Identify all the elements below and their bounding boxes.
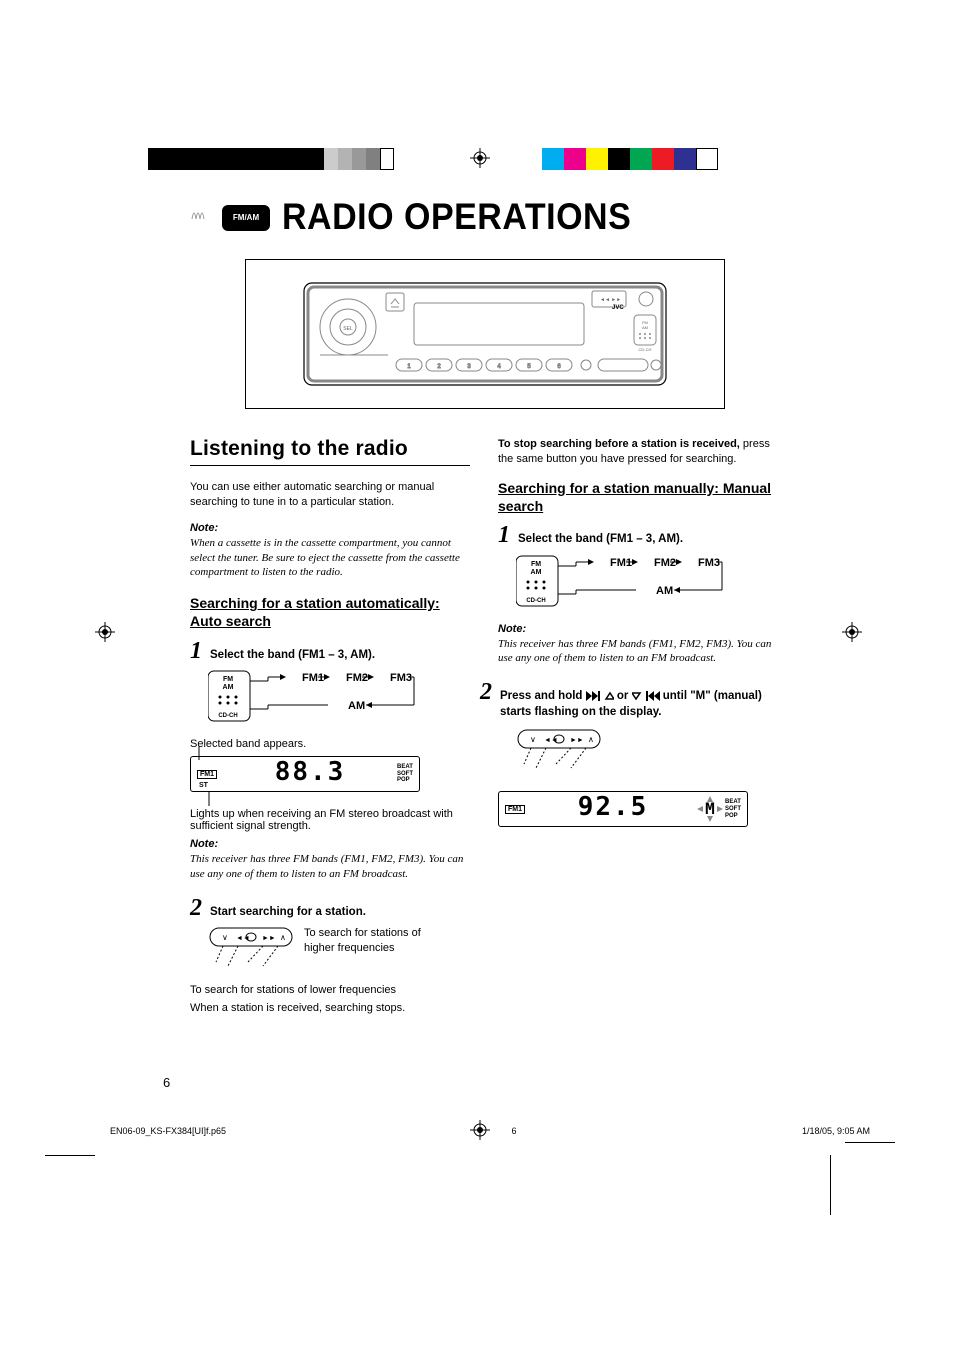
svg-text:FM1: FM1 — [610, 557, 632, 569]
step-number: 2 — [190, 896, 202, 920]
lcd-band: FM1 — [505, 805, 525, 814]
note-label: Note: — [498, 623, 778, 635]
search-button-figure: ∨ ◄◄ ►► ∧ — [516, 728, 778, 783]
svg-text:◄◄: ◄◄ — [544, 737, 558, 744]
step-text: Select the band (FM1 – 3, AM). — [518, 532, 683, 548]
svg-text:SEL: SEL — [343, 326, 353, 332]
svg-text:◄◄: ◄◄ — [236, 935, 250, 942]
intro-text: You can use either automatic searching o… — [190, 480, 470, 510]
registration-mark-icon — [470, 148, 490, 173]
svg-text:FM: FM — [223, 676, 233, 683]
svg-text:M: M — [705, 799, 715, 818]
svg-text:FM: FM — [531, 561, 541, 568]
page-number: 6 — [163, 1075, 170, 1090]
note-label: Note: — [190, 838, 470, 850]
band-cycle-diagram: FM AM CD-CH FM1 FM2 FM3 — [516, 554, 778, 615]
footer: EN06-09_KS-FX384[UI]f.p65 6 1/18/05, 9:0… — [110, 1126, 870, 1136]
lcd-frequency: 92.5 — [531, 791, 695, 827]
section-title: Listening to the radio — [190, 437, 470, 466]
lcd-band: FM1 — [197, 770, 217, 779]
page-title: RADIO OPERATIONS — [282, 196, 631, 239]
svg-text:∧: ∧ — [280, 933, 286, 942]
svg-text:∨: ∨ — [530, 735, 536, 744]
svg-text:AM: AM — [531, 569, 542, 576]
registration-mark-icon — [842, 622, 862, 647]
down-prev-icon — [632, 691, 660, 701]
received-text: When a station is received, searching st… — [190, 1002, 470, 1014]
crop-mark — [830, 1155, 831, 1215]
step-text: Select the band (FM1 – 3, AM). — [210, 648, 375, 664]
svg-text:FM1: FM1 — [302, 672, 324, 684]
svg-text:FM3: FM3 — [390, 672, 412, 684]
stop-searching-text: To stop searching before a station is re… — [498, 437, 778, 467]
svg-text:◄◄ ►►: ◄◄ ►► — [600, 297, 621, 303]
lcd-display: FM1 ST 88.3 BEAT SOFT POP — [190, 756, 420, 792]
fm-am-badge-icon: FM/AM — [222, 205, 270, 231]
step-number: 1 — [190, 639, 202, 663]
lcd-frequency: 88.3 — [223, 756, 397, 792]
registration-mark-icon — [95, 622, 115, 647]
svg-text:CD-CH: CD-CH — [218, 713, 237, 719]
selected-band-caption: Selected band appears. — [190, 738, 470, 750]
lcd-sound-tags: BEAT SOFT POP — [725, 799, 741, 819]
step-number: 1 — [498, 523, 510, 547]
radio-unit-figure: SEL ◄◄ ►► JVC FM AM CD-CH 1 2 3 4 — [245, 259, 725, 409]
svg-text:AM: AM — [656, 585, 673, 597]
bw-blocks — [148, 148, 324, 175]
note-text: When a cassette is in the cassette compa… — [190, 536, 470, 581]
crop-mark — [845, 1142, 895, 1143]
svg-text:FM2: FM2 — [346, 672, 368, 684]
auto-search-heading: Searching for a station automatically: A… — [190, 594, 470, 630]
lcd-display: FM1 92.5 M BEAT SOFT POP — [498, 791, 748, 827]
step-text: Start searching for a station. — [210, 905, 366, 921]
footer-filename: EN06-09_KS-FX384[UI]f.p65 — [110, 1126, 226, 1136]
svg-text:AM: AM — [642, 325, 648, 330]
footer-page: 6 — [512, 1126, 517, 1136]
svg-text:►►: ►► — [262, 935, 276, 942]
search-button-figure: ∨ ◄◄ ►► ∧ To search for stations of high… — [208, 926, 470, 976]
svg-text:AM: AM — [348, 700, 365, 712]
note-text: This receiver has three FM bands (FM1, F… — [190, 852, 470, 882]
manual-search-heading: Searching for a station manually: Manual… — [498, 479, 778, 515]
note-text: This receiver has three FM bands (FM1, F… — [498, 637, 778, 667]
grayscale-blocks — [324, 148, 394, 175]
stereo-caption: Lights up when receiving an FM stereo br… — [190, 808, 470, 832]
svg-text:88.3: 88.3 — [275, 757, 346, 784]
higher-freq-text: To search for stations of higher frequen… — [304, 926, 434, 976]
step-number: 2 — [480, 680, 492, 704]
svg-text:CD-CH: CD-CH — [639, 347, 652, 352]
flashing-m-icon: M — [695, 794, 725, 824]
pointer-line-icon — [204, 792, 214, 806]
note-label: Note: — [190, 522, 470, 534]
crop-mark — [45, 1155, 95, 1156]
lcd-stereo-indicator: ST — [199, 782, 208, 789]
svg-text:∧: ∧ — [588, 735, 594, 744]
step-text: Press and hold or until "M" (manual) sta… — [500, 689, 778, 720]
footer-date: 1/18/05, 9:05 AM — [802, 1126, 870, 1136]
svg-text:92.5: 92.5 — [578, 792, 649, 819]
color-blocks — [542, 148, 718, 175]
band-cycle-diagram: FM AM CD-CH FM1 FM2 FM3 — [208, 669, 470, 730]
next-up-icon — [586, 691, 614, 701]
svg-text:∨: ∨ — [222, 933, 228, 942]
svg-text:►►: ►► — [570, 737, 584, 744]
lcd-sound-tags: BEAT SOFT POP — [397, 764, 413, 784]
svg-text:JVC: JVC — [612, 305, 624, 311]
lower-freq-text: To search for stations of lower frequenc… — [190, 984, 470, 996]
svg-text:AM: AM — [223, 684, 234, 691]
svg-text:CD-CH: CD-CH — [526, 598, 545, 604]
svg-text:FM3: FM3 — [698, 557, 720, 569]
svg-text:FM2: FM2 — [654, 557, 676, 569]
